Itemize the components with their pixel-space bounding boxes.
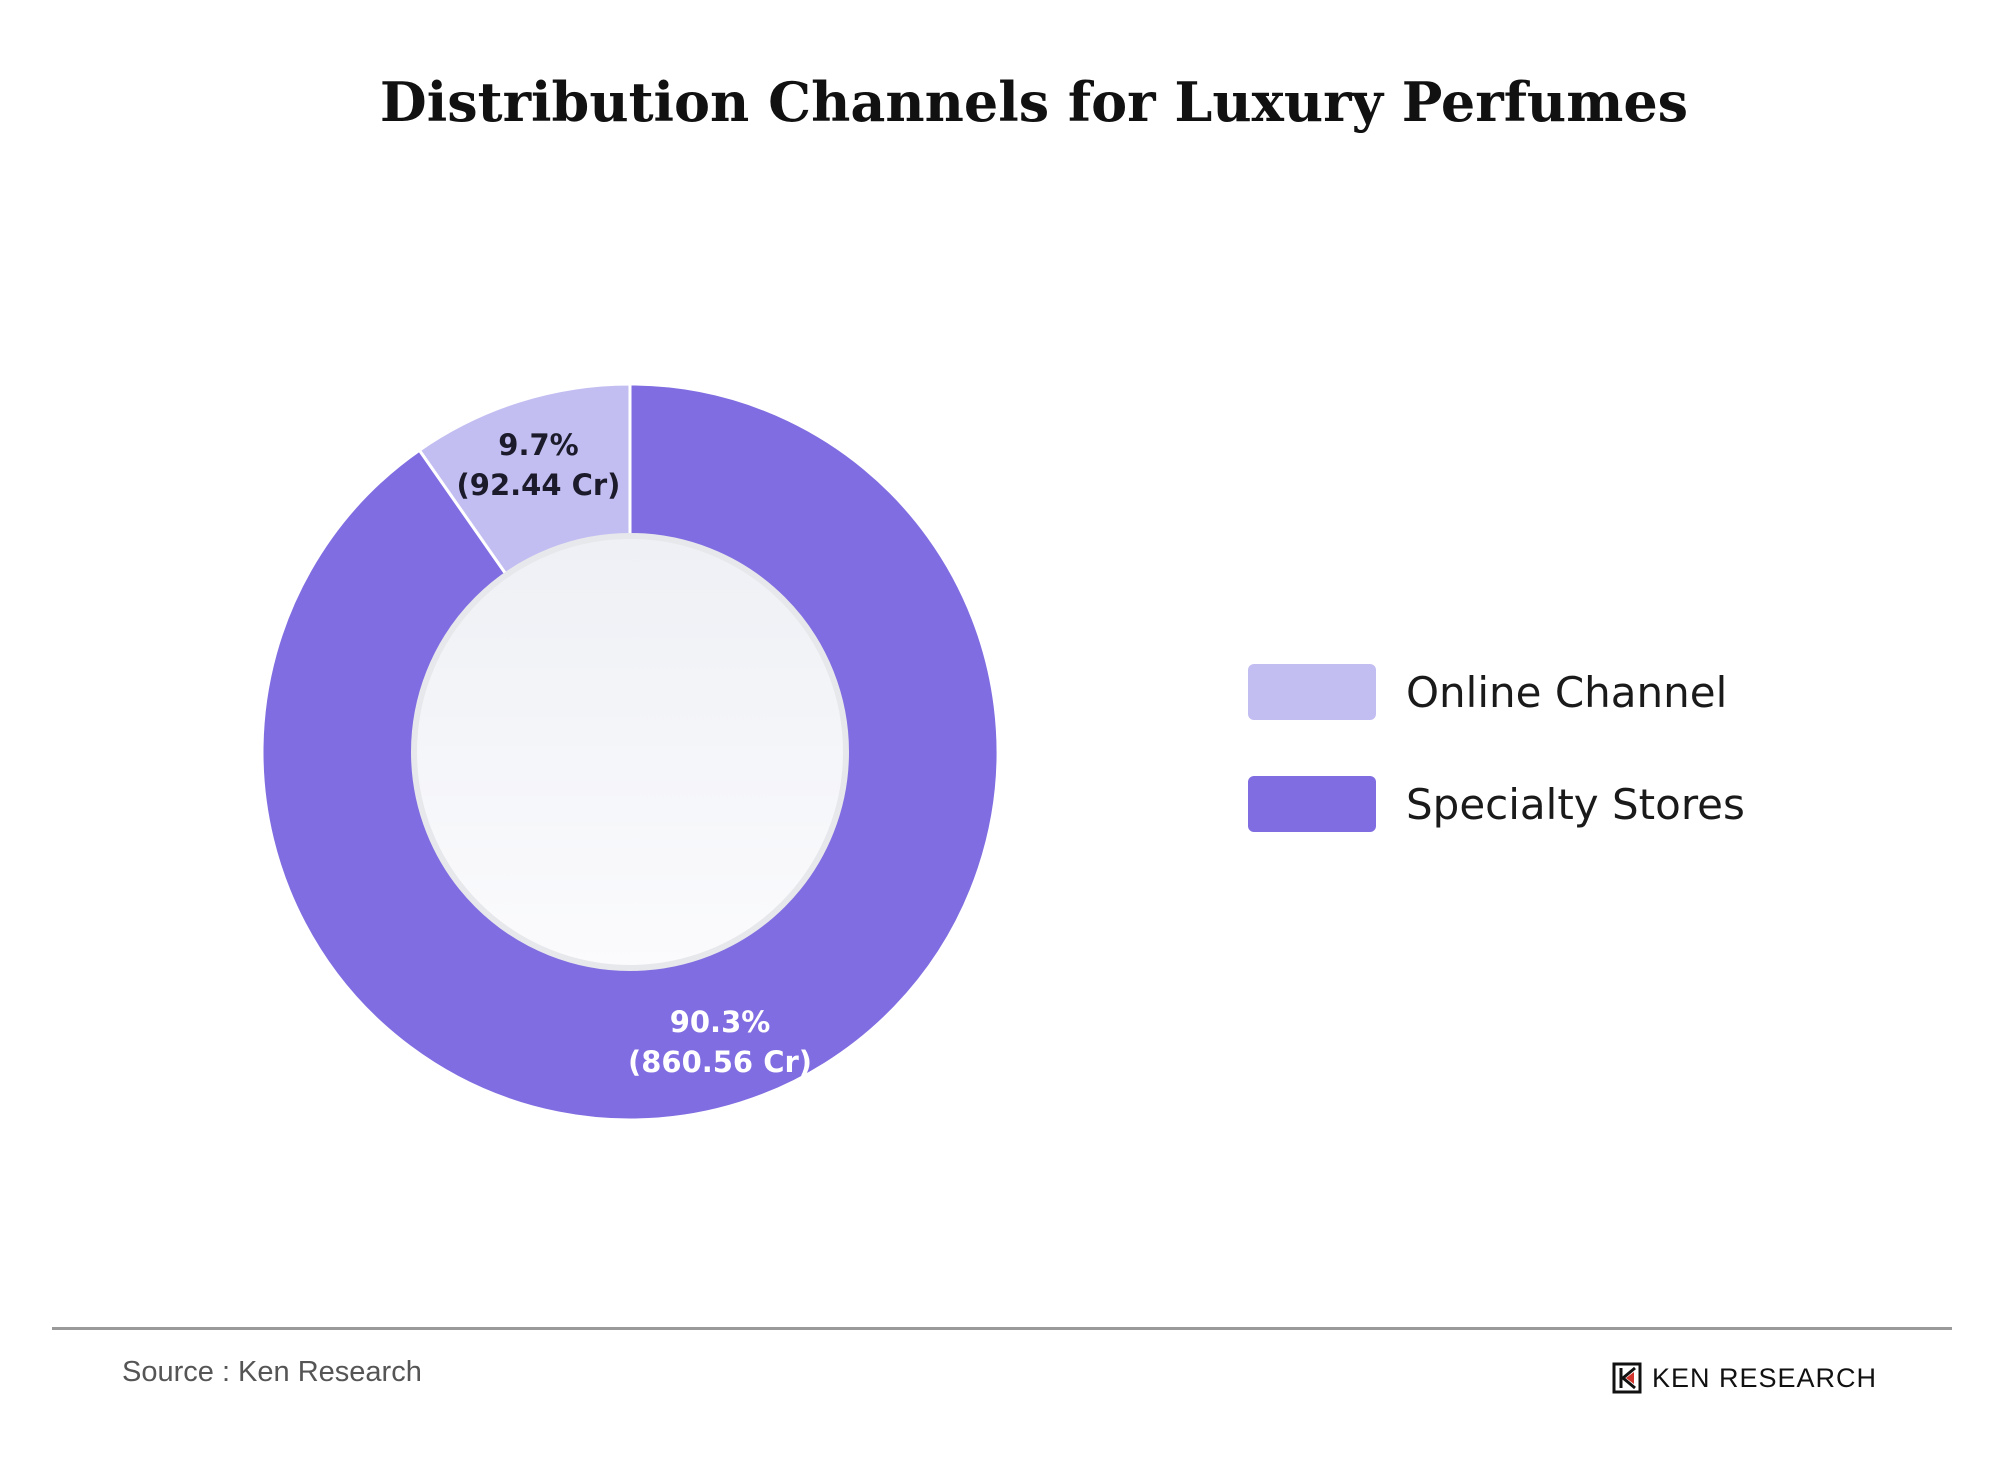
legend-label: Online Channel — [1406, 667, 1728, 717]
ken-research-logo-icon — [1612, 1362, 1642, 1394]
slice-specialty-stores — [260, 382, 1000, 1122]
slice-amount-label: (92.44 Cr) — [457, 468, 621, 502]
slice-amount-label: (860.56 Cr) — [628, 1045, 812, 1079]
brand: KEN RESEARCH — [1612, 1362, 1877, 1394]
footer-divider — [52, 1327, 1952, 1330]
brand-name: KEN RESEARCH — [1652, 1362, 1878, 1393]
slice-percent-label: 90.3% — [670, 1005, 771, 1039]
legend-swatch — [1248, 776, 1376, 832]
donut-hole — [411, 533, 849, 971]
chart-title: Distribution Channels for Luxury Perfume… — [379, 70, 1689, 134]
legend-swatch — [1248, 664, 1376, 720]
legend-label: Specialty Stores — [1406, 779, 1745, 829]
legend-item-specialty-stores: Specialty Stores — [1248, 774, 1745, 834]
source-note: Source : Ken Research — [122, 1356, 422, 1388]
legend: Online Channel Specialty Stores — [1248, 662, 1745, 886]
legend-item-online-channel: Online Channel — [1248, 662, 1745, 722]
slice-percent-label: 9.7% — [498, 428, 578, 462]
